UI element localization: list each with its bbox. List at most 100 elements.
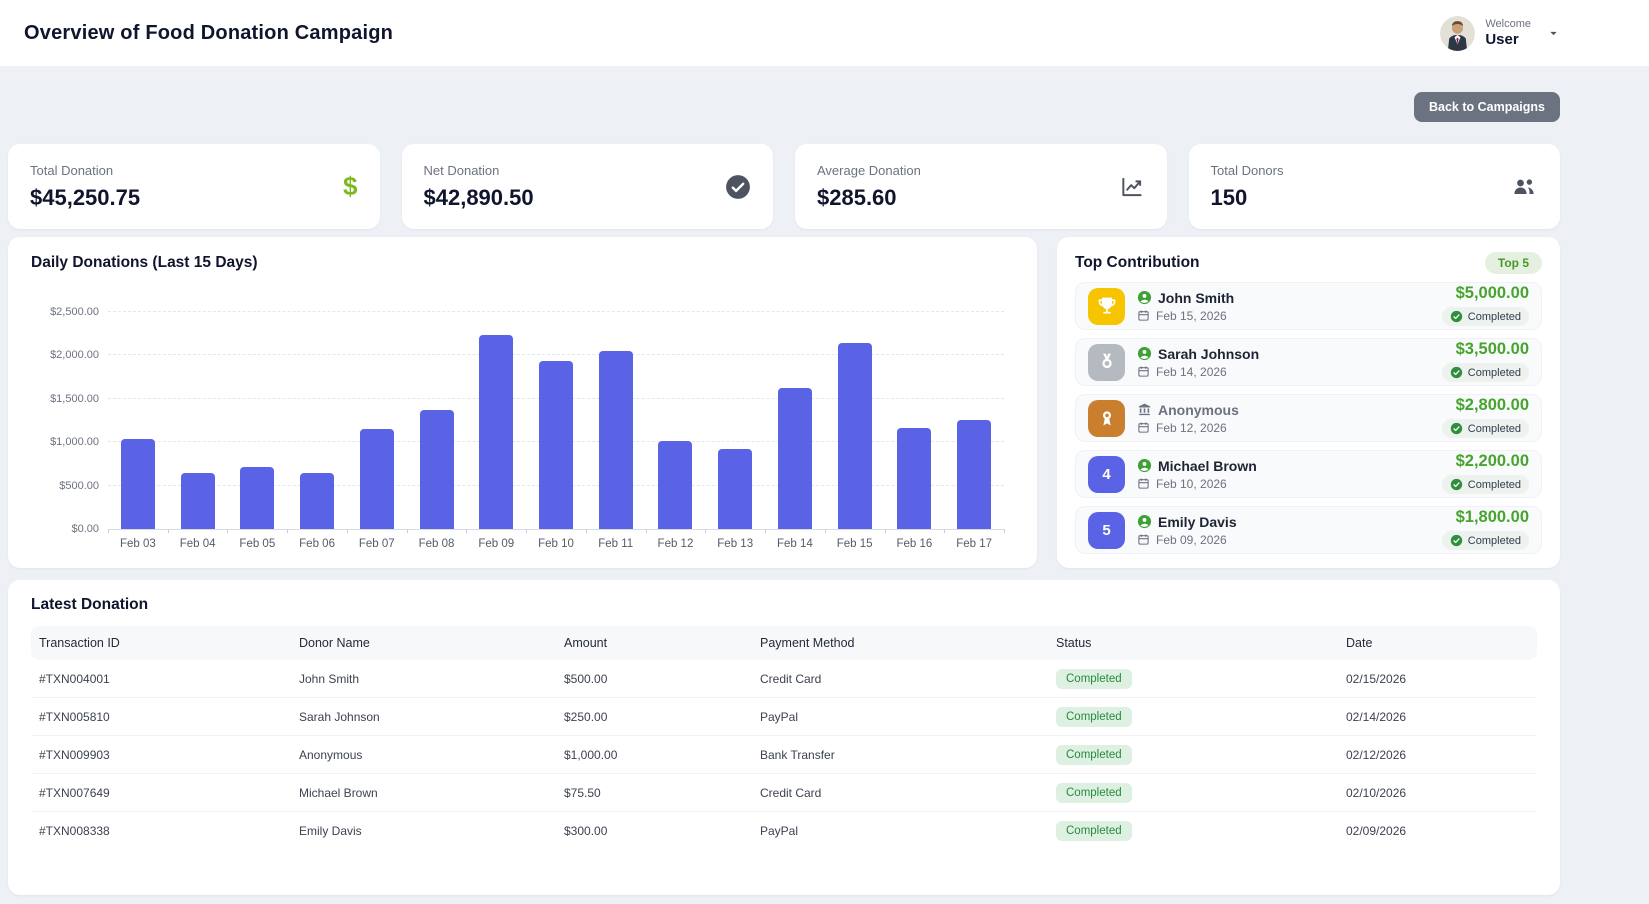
check-circle-icon: [1450, 310, 1463, 323]
rank-badge: [1088, 287, 1125, 325]
donation-date: Feb 15, 2026: [1156, 308, 1227, 323]
axis-tick: [526, 529, 528, 533]
calendar-icon: [1137, 421, 1150, 434]
cell-donor-name: Emily Davis: [299, 824, 362, 838]
donation-date-row: Feb 09, 2026: [1137, 533, 1430, 547]
cell-date: 02/15/2026: [1346, 671, 1407, 686]
chart-bar[interactable]: [598, 351, 633, 529]
column-header: Amount: [564, 636, 608, 650]
donor-name-row: Michael Brown: [1137, 458, 1430, 474]
donation-date: Feb 09, 2026: [1156, 532, 1227, 547]
x-axis-tick-label: Feb 13: [717, 538, 754, 550]
cell-date: 02/12/2026: [1346, 747, 1407, 762]
calendar-icon: [1137, 309, 1150, 322]
chart-bar[interactable]: [359, 429, 394, 529]
column-header: Date: [1346, 636, 1373, 650]
stats-row: Total Donation $45,250.75 $ Net Donation…: [8, 144, 1560, 229]
gridline: [108, 354, 1004, 356]
stat-card-total-donation: Total Donation $45,250.75 $: [8, 144, 380, 229]
status-badge: Completed: [1441, 475, 1529, 494]
cell-status: Completed: [1056, 706, 1346, 727]
chart-bar[interactable]: [837, 343, 872, 529]
welcome-label: Welcome: [1485, 18, 1531, 31]
axis-tick: [765, 529, 767, 533]
cell-transaction-id: #TXN004001: [39, 671, 110, 686]
calendar-icon: [1137, 365, 1150, 378]
chart-bar[interactable]: [539, 361, 573, 529]
award-icon: [1097, 408, 1117, 428]
y-axis-tick-label: $0.00: [71, 523, 99, 535]
user-menu[interactable]: Welcome User: [1440, 15, 1560, 51]
top-contribution-item: Sarah Johnson Feb 14, 2026 $3,500.00 Comple…: [1075, 338, 1542, 386]
trophy-icon: [1097, 296, 1117, 316]
chart-bar[interactable]: [300, 472, 335, 529]
donor-name-row: John Smith: [1137, 290, 1430, 306]
chart-bar[interactable]: [777, 387, 812, 529]
donation-date-row: Feb 10, 2026: [1137, 477, 1430, 491]
y-axis-tick-label: $2,500.00: [50, 306, 99, 318]
chart-bar[interactable]: [718, 449, 753, 529]
y-axis-tick-label: $500.00: [59, 479, 99, 492]
chart-bar[interactable]: [479, 335, 514, 529]
y-axis-tick-label: $2,000.00: [50, 349, 99, 362]
chart-title: Daily Donations (Last 15 Days): [31, 254, 258, 271]
donor-info: Sarah Johnson Feb 14, 2026: [1137, 346, 1430, 379]
top-contribution-list: John Smith Feb 15, 2026 $5,000.00 Completed…: [1075, 282, 1542, 554]
user-name: User: [1485, 30, 1519, 48]
cell-amount: $1,000.00: [564, 747, 618, 762]
column-header: Transaction ID: [39, 636, 120, 650]
column-header: Payment Method: [760, 636, 855, 650]
stat-label: Total Donation: [30, 162, 114, 178]
cell-donor-name: John Smith: [299, 671, 360, 686]
status-label: Completed: [1467, 478, 1521, 491]
status-badge: Completed: [1056, 668, 1132, 689]
axis-tick: [287, 529, 289, 533]
chart-bar[interactable]: [240, 467, 275, 529]
status-label: Completed: [1467, 422, 1521, 435]
column-header: Status: [1056, 636, 1092, 650]
rank-badge: [1088, 343, 1125, 381]
latest-donation-card: Latest Donation Transaction ID Donor Name…: [8, 580, 1560, 895]
cell-transaction-id: #TXN008338: [39, 824, 110, 838]
donation-amount: $2,800.00: [1455, 396, 1529, 414]
status-badge: Completed: [1441, 307, 1529, 326]
cell-date: 02/10/2026: [1346, 785, 1407, 800]
x-axis-tick-label: Feb 16: [896, 538, 933, 550]
chart-bar[interactable]: [658, 441, 693, 529]
x-axis-tick-label: Feb 17: [956, 538, 993, 550]
cell-payment-method: Credit Card: [760, 785, 822, 800]
chart-bar[interactable]: [419, 410, 454, 529]
top-contribution-item: 5 Emily Davis Feb 09, 2026 $1,800.00 Complet…: [1075, 506, 1542, 554]
donation-amount: $2,200.00: [1455, 452, 1529, 470]
chart-plot-area: $0.00 $500.00 $1,000.00 $1,500.00 $2,000.00 $…: [50, 306, 1005, 550]
status-badge: Completed: [1441, 531, 1529, 550]
x-axis-tick-label: Feb 10: [538, 538, 574, 550]
user-avatar[interactable]: [1440, 15, 1476, 51]
axis-tick: [1004, 529, 1005, 533]
donation-date-row: Feb 15, 2026: [1137, 309, 1430, 323]
x-axis-tick-label: Feb 09: [478, 538, 515, 550]
donor-info: Michael Brown Feb 10, 2026: [1137, 458, 1430, 491]
check-circle-icon: [1450, 534, 1463, 547]
latest-donation-title: Latest Donation: [31, 596, 149, 613]
stat-label: Average Donation: [817, 162, 921, 178]
table-header-row: Transaction ID Donor Name Amount Payment Me…: [31, 626, 1537, 660]
medal-icon: [1097, 352, 1117, 372]
cell-transaction-id: #TXN009903: [39, 747, 110, 762]
top-contribution-item: John Smith Feb 15, 2026 $5,000.00 Completed: [1075, 282, 1542, 330]
chart-bar[interactable]: [897, 428, 932, 529]
chart-bar[interactable]: [180, 473, 215, 529]
chart-bar[interactable]: [957, 419, 992, 529]
donor-name-row: Anonymous: [1137, 402, 1430, 418]
chart-bar[interactable]: [120, 438, 155, 529]
rank-number: 4: [1102, 465, 1111, 483]
axis-tick: [585, 529, 587, 533]
table-row: #TXN004001 John Smith $500.00 Credit Card Co…: [31, 660, 1537, 698]
back-to-campaigns-button[interactable]: Back to Campaigns: [1413, 92, 1560, 122]
chevron-down-icon[interactable]: [1547, 27, 1560, 40]
status-badge: Completed: [1056, 744, 1132, 765]
axis-tick: [944, 529, 946, 533]
x-axis-tick-label: Feb 04: [179, 538, 216, 550]
donation-amount: $3,500.00: [1455, 340, 1529, 358]
daily-donations-chart: $0.00 $500.00 $1,000.00 $1,500.00 $2,000.00 $…: [31, 282, 1014, 558]
